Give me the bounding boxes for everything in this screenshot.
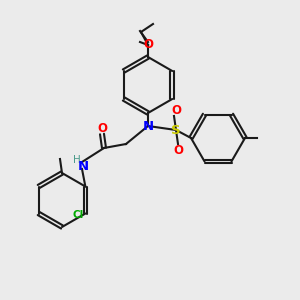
Text: Cl: Cl [73, 211, 84, 220]
Text: O: O [171, 103, 181, 116]
Text: O: O [143, 38, 153, 52]
Text: S: S [171, 124, 181, 136]
Text: N: N [77, 160, 88, 173]
Text: O: O [173, 143, 183, 157]
Text: O: O [97, 122, 107, 134]
Text: N: N [142, 119, 154, 133]
Text: H: H [73, 155, 81, 165]
